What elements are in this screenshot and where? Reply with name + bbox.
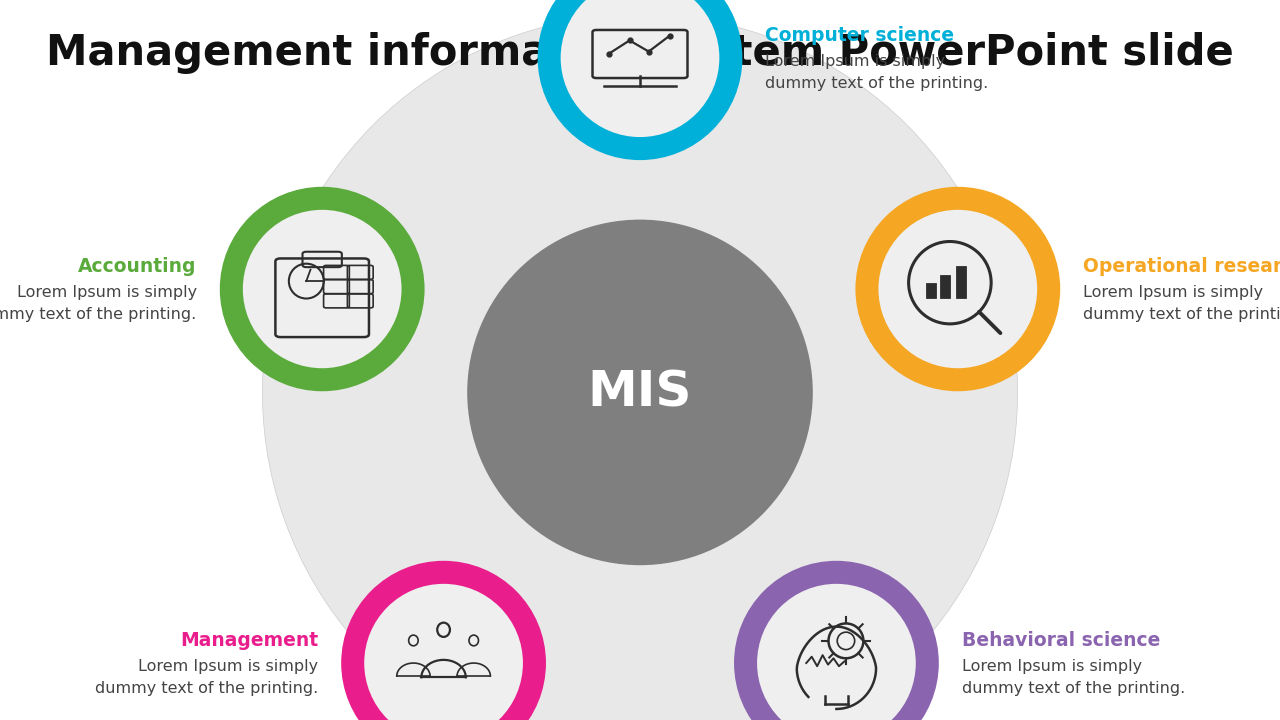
Text: Accounting: Accounting [78,257,197,276]
Text: Lorem Ipsum is simply
dummy text of the printing.: Lorem Ipsum is simply dummy text of the … [765,53,988,91]
Bar [957,267,966,298]
Ellipse shape [538,0,742,160]
Text: Computer science: Computer science [765,26,955,45]
Ellipse shape [878,210,1037,368]
Text: Lorem Ipsum is simply
dummy text of the printing.: Lorem Ipsum is simply dummy text of the … [95,659,319,696]
Bar [927,284,936,298]
Text: Operational research: Operational research [1083,257,1280,276]
Text: Lorem Ipsum is simply
dummy text of the printing.: Lorem Ipsum is simply dummy text of the … [1083,284,1280,322]
Ellipse shape [220,186,425,391]
Ellipse shape [467,220,813,565]
Text: Lorem Ipsum is simply
dummy text of the printing.: Lorem Ipsum is simply dummy text of the … [0,284,197,322]
Ellipse shape [756,584,915,720]
Text: Lorem Ipsum is simply
dummy text of the printing.: Lorem Ipsum is simply dummy text of the … [961,659,1185,696]
Bar [941,276,950,298]
Text: Management information system PowerPoint slide: Management information system PowerPoint… [46,32,1234,74]
Ellipse shape [561,0,719,137]
Ellipse shape [733,561,938,720]
Text: MIS: MIS [588,369,692,416]
Text: Behavioral science: Behavioral science [961,631,1160,650]
Ellipse shape [342,561,547,720]
Ellipse shape [365,584,524,720]
Text: Management: Management [180,631,319,650]
Ellipse shape [243,210,402,368]
Ellipse shape [262,14,1018,720]
Ellipse shape [855,186,1060,391]
